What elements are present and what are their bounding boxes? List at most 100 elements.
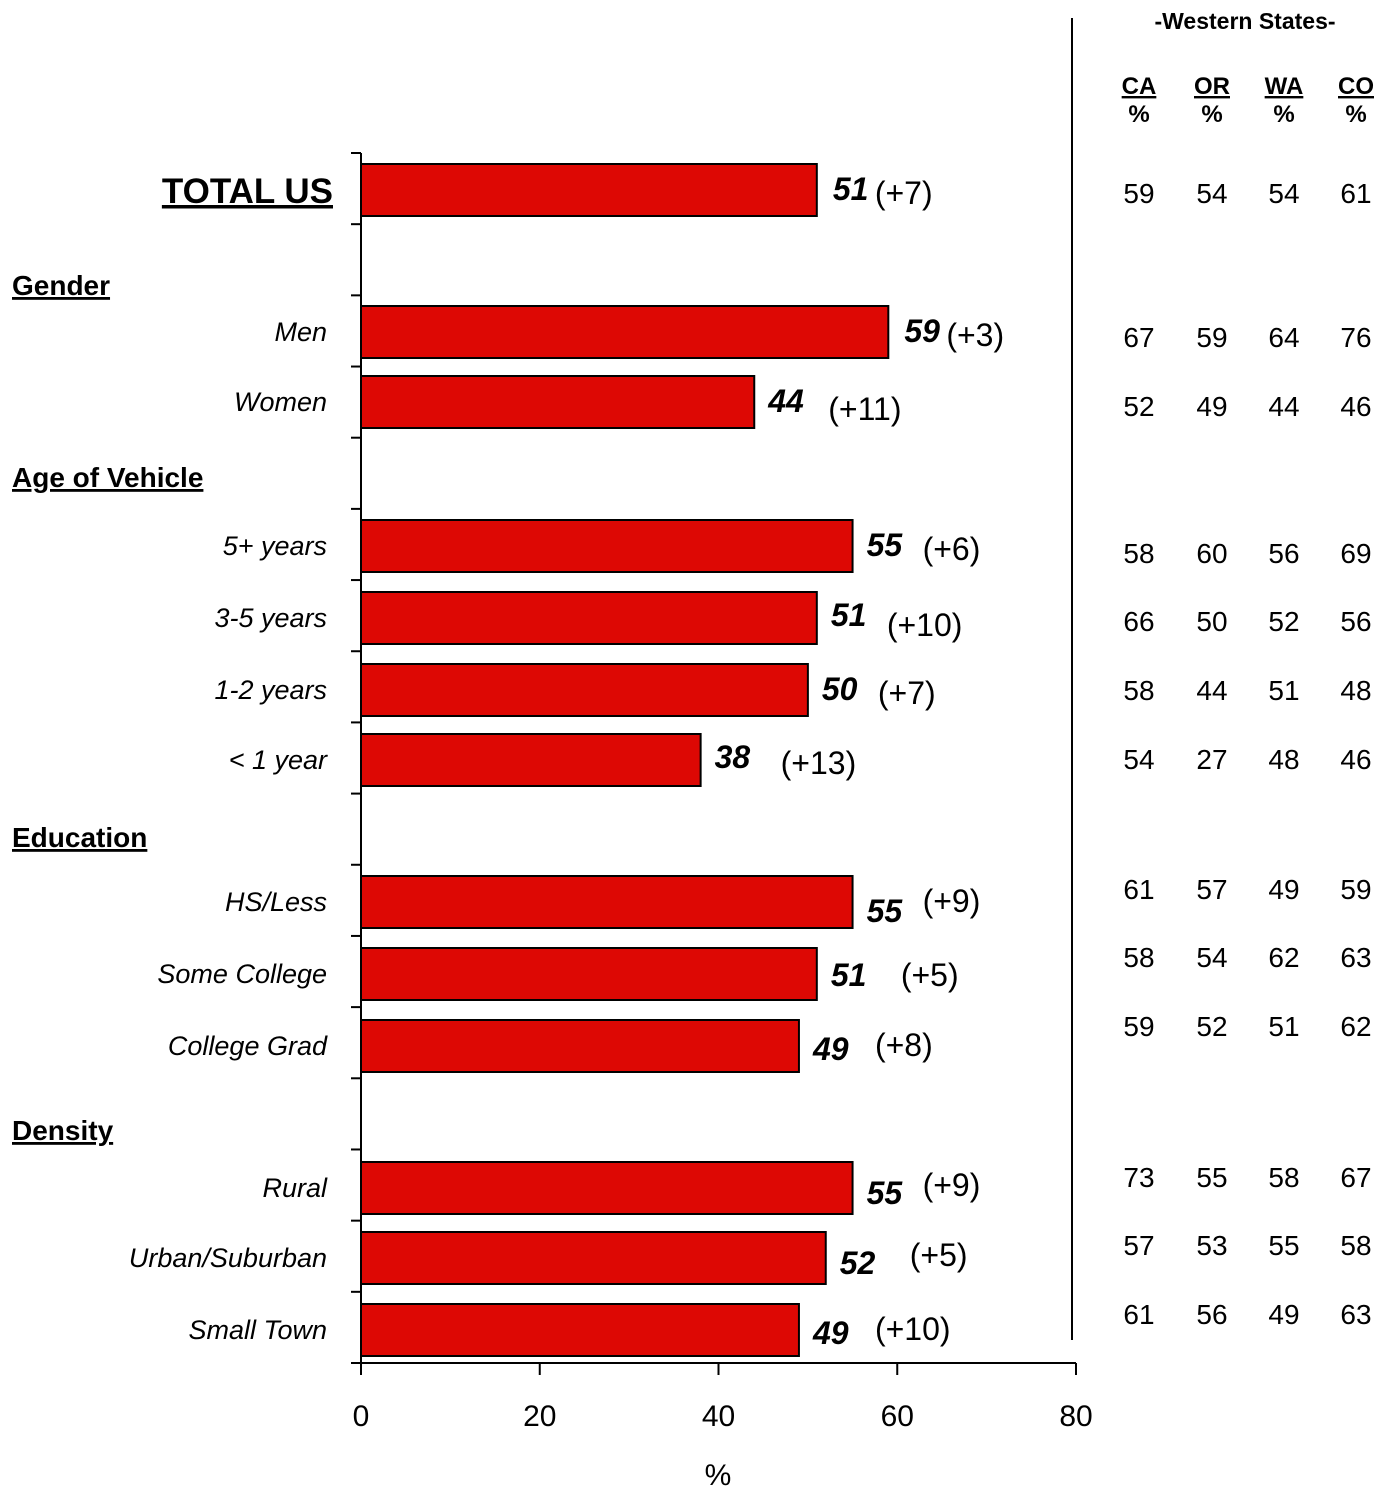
change-label: (+6) [923, 531, 981, 567]
bar [360, 1019, 800, 1073]
table-cell: 69 [1340, 538, 1371, 569]
table-cell: 67 [1123, 322, 1154, 353]
labels: Gender Age of Vehicle Education Density TOTA… [12, 171, 1004, 1351]
table-cell: 51 [1268, 1011, 1299, 1042]
value-label: 50 [822, 671, 858, 707]
table-cell: 66 [1123, 606, 1154, 637]
table-cell: 59 [1123, 1011, 1154, 1042]
category-label: Men [274, 317, 327, 347]
category-label: 3-5 years [214, 603, 327, 633]
change-label: (+3) [946, 317, 1004, 353]
bar [360, 1231, 827, 1285]
change-label: (+7) [878, 675, 936, 711]
table-cell: 61 [1340, 178, 1371, 209]
value-label: 49 [812, 1031, 849, 1067]
table-cell: 59 [1123, 178, 1154, 209]
change-label: (+8) [875, 1027, 933, 1063]
table-column-code: CO [1338, 73, 1374, 100]
table-column-code: OR [1194, 73, 1230, 100]
table-cell: 62 [1268, 942, 1299, 973]
table-cell: 63 [1340, 942, 1371, 973]
bar [360, 875, 854, 929]
category-label: 5+ years [223, 531, 327, 561]
change-label: (+13) [781, 745, 857, 781]
category-label: College Grad [168, 1031, 328, 1061]
table-column-unit: % [1273, 101, 1294, 128]
table-cell: 52 [1123, 391, 1154, 422]
change-label: (+7) [875, 175, 933, 211]
bar [360, 733, 702, 787]
category-label: Urban/Suburban [129, 1243, 327, 1273]
table-cell: 58 [1123, 538, 1154, 569]
bar [360, 163, 818, 217]
bar [360, 947, 818, 1001]
bar [360, 663, 809, 717]
x-tick-label: 80 [1059, 1400, 1092, 1433]
change-label: (+11) [828, 391, 901, 427]
bar [360, 1303, 800, 1357]
category-label: Some College [157, 959, 327, 989]
category-label: HS/Less [225, 887, 327, 917]
table-cell: 48 [1268, 744, 1299, 775]
table-cell: 59 [1196, 322, 1227, 353]
value-label: 38 [715, 739, 751, 775]
value-label: 59 [904, 313, 940, 349]
table-cell: 52 [1196, 1011, 1227, 1042]
change-label: (+10) [875, 1311, 951, 1347]
x-tick-label: 0 [353, 1400, 370, 1433]
value-label: 44 [767, 383, 804, 419]
value-label: 55 [867, 893, 904, 929]
table-cell: 57 [1196, 874, 1227, 905]
x-axis-label: % [705, 1459, 732, 1490]
change-label: (+10) [887, 607, 963, 643]
table-cell: 52 [1268, 606, 1299, 637]
table-cell: 60 [1196, 538, 1227, 569]
table-cell: 58 [1268, 1162, 1299, 1193]
value-label: 52 [840, 1245, 876, 1281]
table-cell: 54 [1123, 744, 1154, 775]
table-cell: 55 [1268, 1230, 1299, 1261]
table-cell: 67 [1340, 1162, 1371, 1193]
change-label: (+9) [923, 883, 981, 919]
table-cell: 49 [1268, 1299, 1299, 1330]
bar [360, 591, 818, 645]
value-label: 51 [833, 171, 869, 207]
category-label: < 1 year [229, 745, 328, 775]
table-cell: 57 [1123, 1230, 1154, 1261]
table-cell: 44 [1268, 391, 1299, 422]
bars [360, 163, 890, 1357]
change-label: (+5) [910, 1237, 968, 1273]
table-cell: 27 [1196, 744, 1227, 775]
table-cell: 59 [1340, 874, 1371, 905]
table-cell: 54 [1196, 178, 1227, 209]
group-header: Density [12, 1115, 114, 1146]
table-cell: 49 [1268, 874, 1299, 905]
table-cell: 58 [1340, 1230, 1371, 1261]
table-cell: 56 [1268, 538, 1299, 569]
x-tick-label: 20 [523, 1400, 556, 1433]
bar [360, 1161, 854, 1215]
table-cell: 46 [1340, 744, 1371, 775]
bar [360, 375, 756, 429]
group-header: Education [12, 822, 147, 853]
category-label: Rural [262, 1173, 328, 1203]
table-cell: 73 [1123, 1162, 1154, 1193]
table-column-unit: % [1128, 101, 1149, 128]
category-label: 1-2 years [214, 675, 327, 705]
table-cell: 50 [1196, 606, 1227, 637]
table-cell: 62 [1340, 1011, 1371, 1042]
group-header: Age of Vehicle [12, 462, 203, 493]
axes: 0 20 40 60 80% [351, 152, 1093, 1490]
table-cell: 58 [1123, 942, 1154, 973]
bar [360, 519, 854, 573]
value-label: 51 [831, 957, 867, 993]
value-label: 55 [867, 527, 904, 563]
table-cell: 54 [1196, 942, 1227, 973]
table-cell: 56 [1340, 606, 1371, 637]
table-cell: 56 [1196, 1299, 1227, 1330]
table-column-code: WA [1265, 73, 1304, 100]
table-cell: 61 [1123, 1299, 1154, 1330]
table-cell: 64 [1268, 322, 1299, 353]
table-column-unit: % [1201, 101, 1222, 128]
